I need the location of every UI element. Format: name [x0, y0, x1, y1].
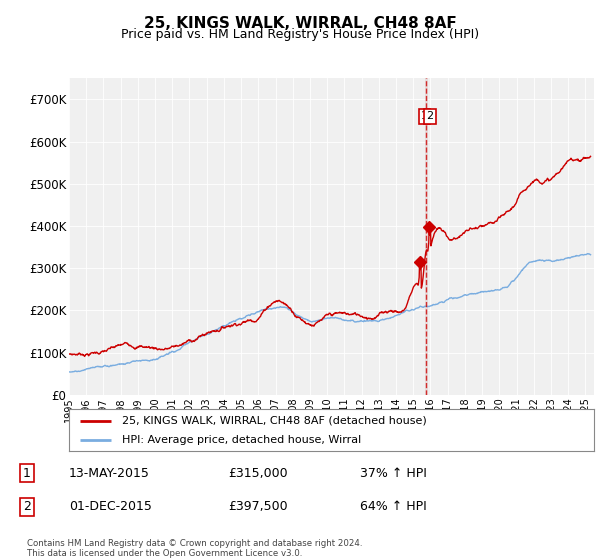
Text: 25, KINGS WALK, WIRRAL, CH48 8AF: 25, KINGS WALK, WIRRAL, CH48 8AF — [143, 16, 457, 31]
Text: 64% ↑ HPI: 64% ↑ HPI — [360, 500, 427, 514]
Text: 2: 2 — [427, 111, 434, 122]
Text: 01-DEC-2015: 01-DEC-2015 — [69, 500, 152, 514]
Text: £315,000: £315,000 — [228, 466, 287, 480]
Text: 25, KINGS WALK, WIRRAL, CH48 8AF (detached house): 25, KINGS WALK, WIRRAL, CH48 8AF (detach… — [121, 416, 426, 426]
Bar — [425, 78, 428, 395]
Text: 37% ↑ HPI: 37% ↑ HPI — [360, 466, 427, 480]
Text: 13-MAY-2015: 13-MAY-2015 — [69, 466, 150, 480]
Text: 1: 1 — [421, 111, 428, 122]
Text: HPI: Average price, detached house, Wirral: HPI: Average price, detached house, Wirr… — [121, 435, 361, 445]
Text: 1: 1 — [23, 466, 31, 480]
Text: 2: 2 — [23, 500, 31, 514]
Text: Contains HM Land Registry data © Crown copyright and database right 2024.
This d: Contains HM Land Registry data © Crown c… — [27, 539, 362, 558]
Text: Price paid vs. HM Land Registry's House Price Index (HPI): Price paid vs. HM Land Registry's House … — [121, 28, 479, 41]
Text: £397,500: £397,500 — [228, 500, 287, 514]
